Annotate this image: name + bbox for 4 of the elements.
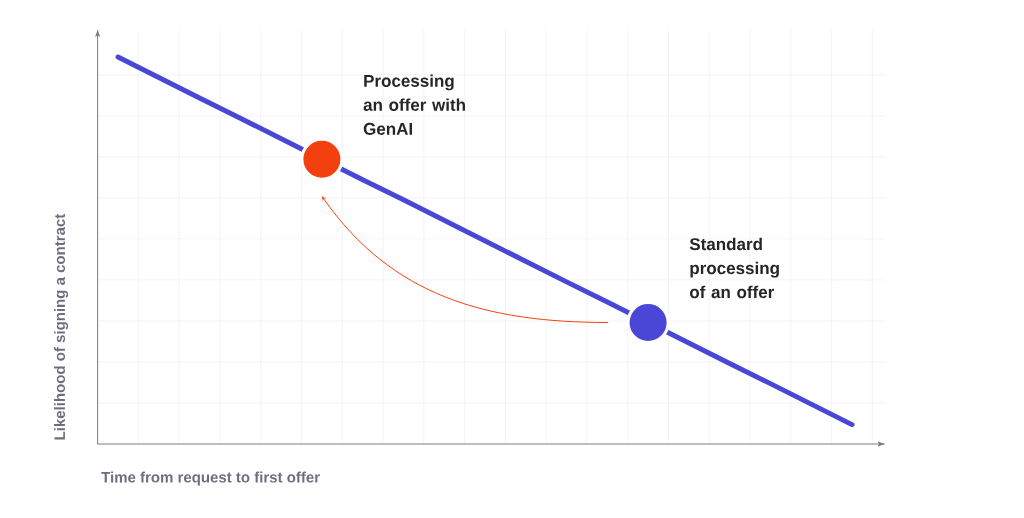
x-axis-title: Time from request to first offer: [101, 471, 320, 486]
y-axis-title: Likelihood of signing a contract: [54, 213, 69, 440]
annotation: Standard processing of an offer: [689, 237, 779, 299]
annotation: Processing an offer with GenAI: [363, 74, 465, 135]
